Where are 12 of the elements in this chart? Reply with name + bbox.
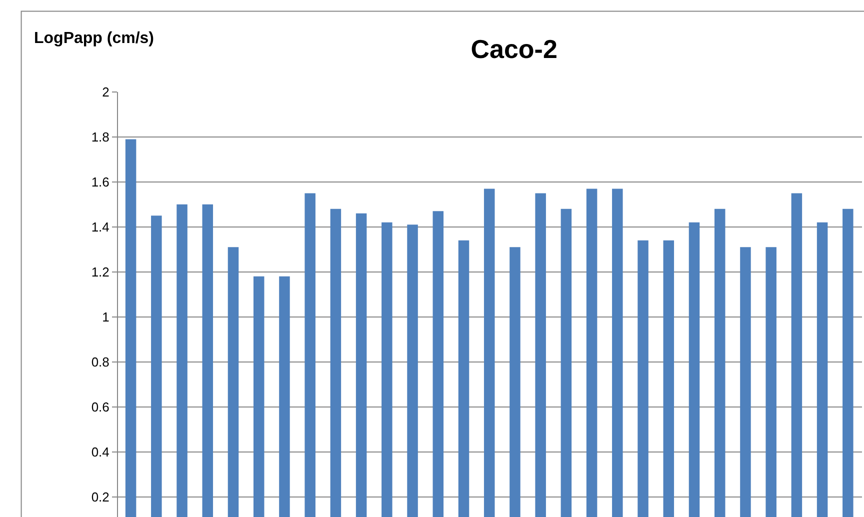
y-tick-label: 0.2 [91,489,110,504]
y-tick-label: 1.4 [91,219,110,234]
y-tick-label: 1.8 [91,130,110,145]
y-tick-label: 1 [102,309,110,324]
y-tick-label: 2 [102,84,110,100]
y-tick-label: 0.8 [91,354,110,370]
y-tick-label: 0.4 [91,444,110,460]
chart-title: Caco-2 [470,34,558,64]
y-axis-title: LogPapp (cm/s) [34,30,154,47]
y-tick-label: 1.2 [91,264,110,280]
y-tick-label: 1.6 [91,174,110,190]
y-tick-label: 0.6 [91,399,110,414]
